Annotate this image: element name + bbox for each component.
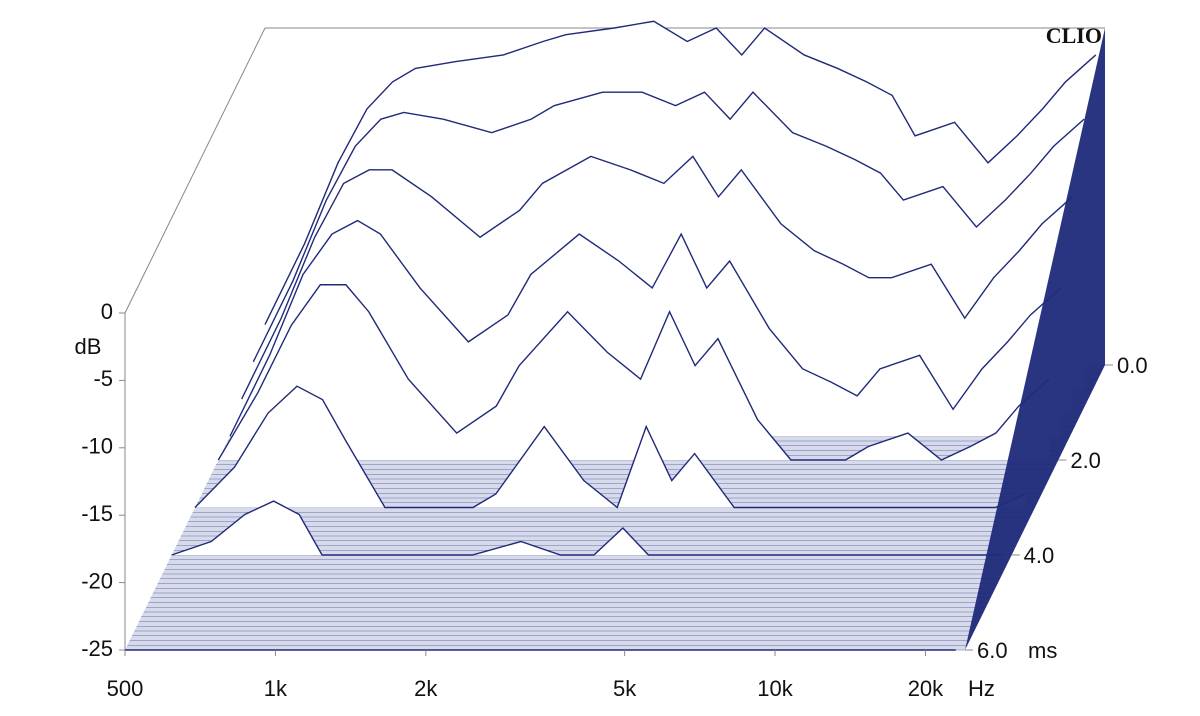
y-tick-label: 0 [101,299,113,324]
y-label: dB [75,334,102,359]
frame-edge [124,27,266,314]
slice-line [264,20,1097,325]
y-tick-label: -20 [81,568,113,593]
y-tick-label: -25 [81,636,113,661]
slice-fill [230,220,1061,437]
slice-line [171,500,1003,556]
slice-line [217,284,1050,461]
slice-line [252,91,1085,363]
x-tick-label: 10k [757,676,793,701]
z-tick-label: 6.0 [977,638,1008,663]
slice-fill [195,386,1026,508]
x-tick-label: 500 [107,676,144,701]
x-unit: Hz [968,676,995,701]
z-tick-label: 0.0 [1117,353,1148,378]
slice-fill [171,501,1003,555]
x-tick-label: 5k [613,676,637,701]
x-tick-label: 2k [414,676,438,701]
x-tick-label: 1k [264,676,288,701]
side-wall [965,28,1105,650]
slice-line [194,385,1027,509]
z-tick-label: 4.0 [1024,543,1055,568]
y-tick-label: -10 [81,434,113,459]
slice-line [229,219,1062,437]
slice-fill [218,284,1050,460]
y-tick-label: -5 [93,366,113,391]
y-tick-label: -15 [81,501,113,526]
x-tick-label: 20k [908,676,944,701]
plot [125,20,1105,651]
slice-line [241,155,1073,400]
z-unit: ms [1028,638,1057,663]
z-tick-label: 2.0 [1070,448,1101,473]
logo: CLIO [1046,23,1102,48]
